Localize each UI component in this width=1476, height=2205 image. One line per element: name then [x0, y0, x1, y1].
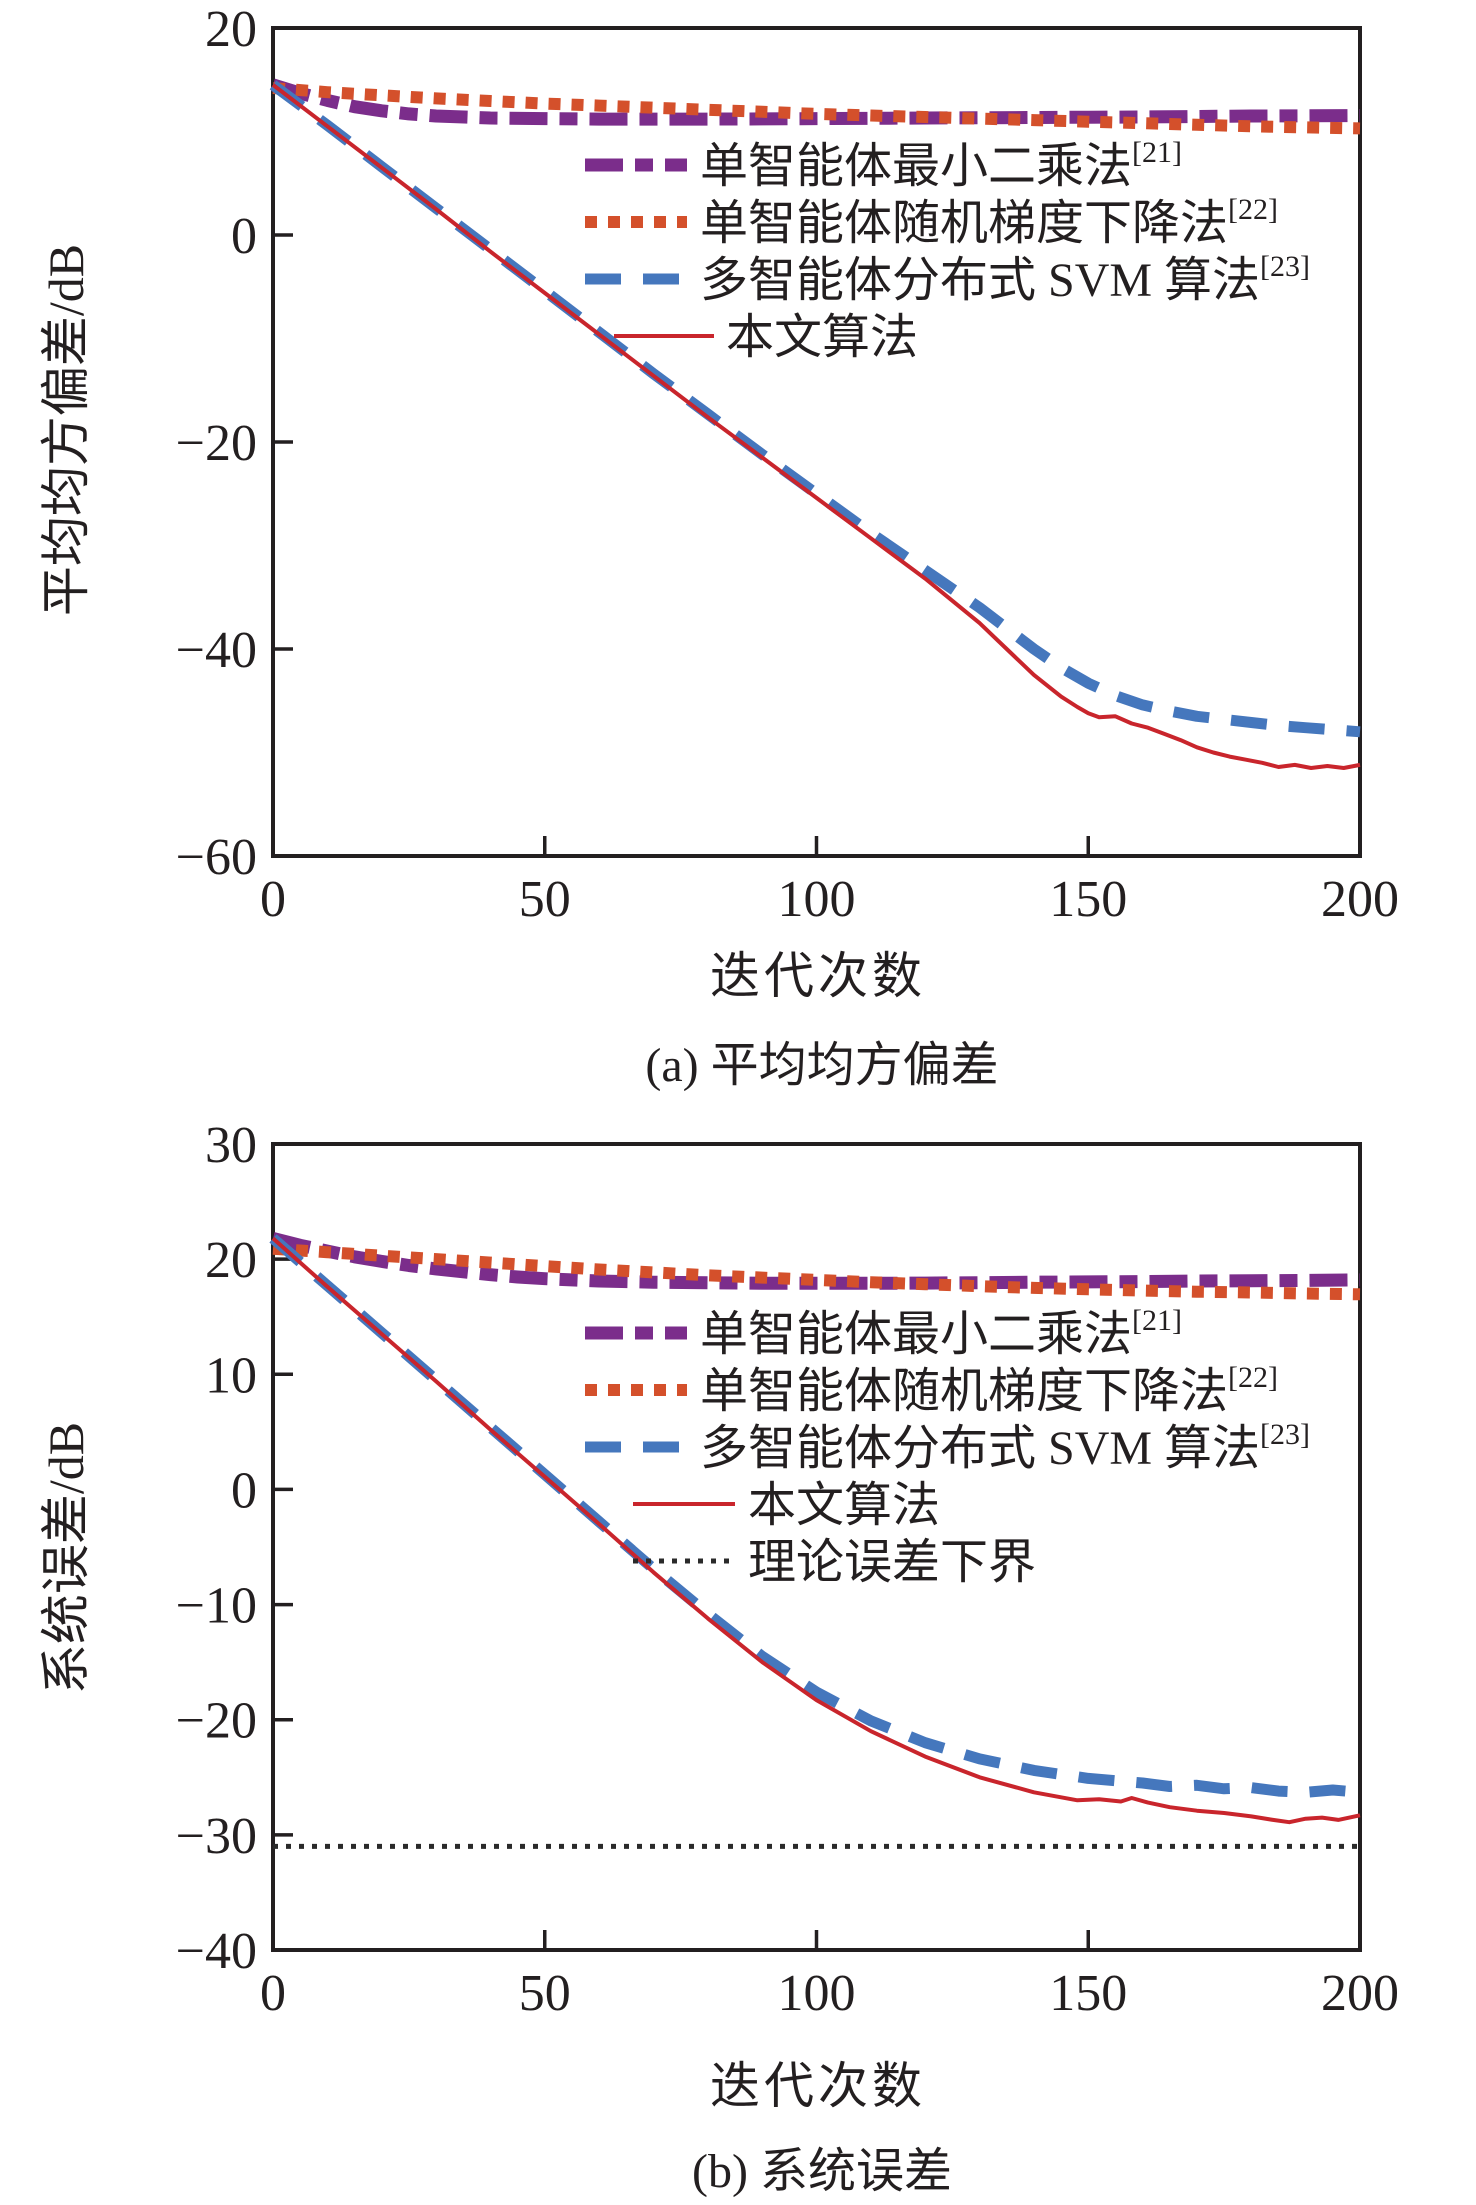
curve-b-1 [272, 1242, 1361, 1301]
x-tick-label-b-150: 150 [1049, 1965, 1127, 2022]
legend-label-b-3: 本文算法 [748, 1479, 940, 1532]
legend-ref-a-1: [22] [1228, 193, 1278, 226]
y-tick-label-b-30: 30 [205, 1117, 257, 1174]
legend-ref-b-1: [22] [1228, 1361, 1278, 1394]
x-tick-label-b-50: 50 [519, 1965, 571, 2022]
legend-ref-b-0: [21] [1132, 1304, 1182, 1337]
curve-a-1 [272, 82, 1361, 135]
y-tick-label-a-0: 0 [231, 208, 257, 265]
y-tick-label-b--10: −10 [176, 1578, 257, 1635]
x-axis-label-chart-b: 迭代次数 [710, 2058, 926, 2114]
y-tick-label-b--40: −40 [176, 1923, 257, 1980]
legend-ref-a-2: [23] [1260, 250, 1310, 283]
caption-chart-a: (a) 平均均方偏差 [645, 1039, 999, 1092]
x-tick-label-a-150: 150 [1049, 871, 1127, 928]
caption-chart-b: (b) 系统误差 [692, 2145, 952, 2198]
curve-b-2 [269, 1234, 1361, 1798]
legend-label-a-3: 本文算法 [726, 311, 918, 364]
curve-b-0 [271, 1232, 1361, 1290]
legend-label-b-1: 单智能体随机梯度下降法[22] [700, 1361, 1278, 1418]
curve-b-3 [271, 1236, 1361, 1825]
y-tick-label-b--30: −30 [176, 1808, 257, 1865]
legend-label-a-1: 单智能体随机梯度下降法[22] [700, 193, 1278, 250]
legend-label-b-2: 多智能体分布式 SVM 算法[23] [700, 1418, 1310, 1475]
y-tick-label-a-20: 20 [205, 1, 257, 58]
x-tick-label-a-100: 100 [778, 871, 856, 928]
legend-label-b-4: 理论误差下界 [748, 1536, 1036, 1589]
y-tick-label-a--20: −20 [176, 415, 257, 472]
y-tick-label-a--60: −60 [176, 829, 257, 886]
y-tick-label-b-10: 10 [205, 1347, 257, 1404]
y-tick-label-b-20: 20 [205, 1232, 257, 1289]
curve-a-0 [271, 78, 1361, 126]
chart-a: 0 50 100 150 200200−20−40−60单智能体最小二乘法[21]单智能… [176, 1, 1399, 928]
x-tick-label-a-200: 200 [1321, 871, 1399, 928]
x-tick-label-a-0: 0 [260, 871, 286, 928]
x-tick-label-b-0: 0 [260, 1965, 286, 2022]
y-tick-label-b--20: −20 [176, 1693, 257, 1750]
legend-ref-a-0: [21] [1132, 136, 1182, 169]
legend-label-b-0: 单智能体最小二乘法[21] [700, 1304, 1182, 1361]
x-tick-label-b-100: 100 [778, 1965, 856, 2022]
legend-label-a-0: 单智能体最小二乘法[21] [700, 136, 1182, 193]
x-tick-label-a-50: 50 [519, 871, 571, 928]
legend-a: 单智能体最小二乘法[21]单智能体随机梯度下降法[22]多智能体分布式 SVM … [585, 136, 1310, 364]
y-axis-label-chart-b: 系统误差/dB [38, 1421, 94, 1695]
chart-b: 0 50 100 150 2003020100−10−20−30−40单智能体最小二乘法… [176, 1117, 1399, 2022]
legend-label-a-2: 多智能体分布式 SVM 算法[23] [700, 250, 1310, 307]
legend-b: 单智能体最小二乘法[21]单智能体随机梯度下降法[22]多智能体分布式 SVM … [585, 1304, 1310, 1589]
y-tick-label-a--40: −40 [176, 622, 257, 679]
y-tick-label-b-0: 0 [231, 1462, 257, 1519]
x-axis-label-chart-a: 迭代次数 [710, 948, 926, 1004]
y-axis-label-chart-a: 平均均方偏差/dB [38, 243, 94, 617]
x-tick-label-b-200: 200 [1321, 1965, 1399, 2022]
curve-a-3 [271, 83, 1361, 770]
legend-ref-b-2: [23] [1260, 1418, 1310, 1451]
